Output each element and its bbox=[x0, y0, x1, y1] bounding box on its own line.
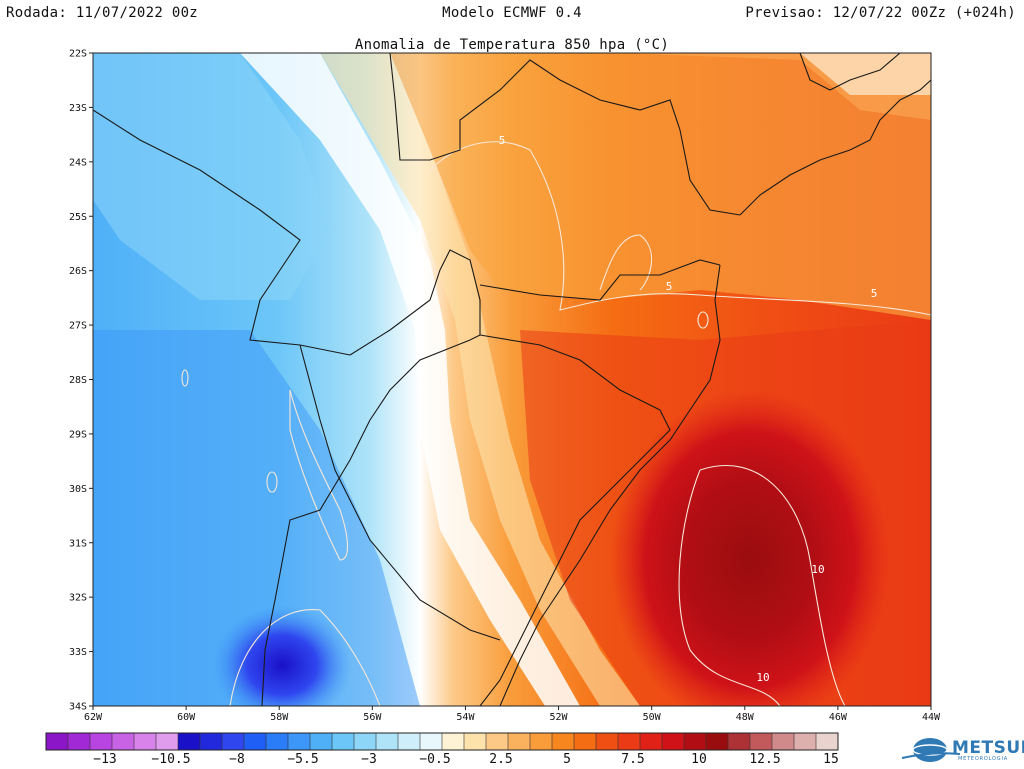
contour-label: 5 bbox=[666, 280, 673, 293]
colorbar-swatch bbox=[310, 733, 333, 750]
contour-labels: 5 5 5 10 10 bbox=[499, 134, 878, 684]
contour-label: 5 bbox=[871, 287, 878, 300]
lon-label: 56W bbox=[363, 712, 382, 723]
colorbar-swatch bbox=[442, 733, 465, 750]
lat-label: 33S bbox=[69, 647, 87, 658]
map-title: Anomalia de Temperatura 850 hpa (°C) bbox=[354, 37, 670, 53]
lat-label: 28S bbox=[69, 375, 87, 386]
colorbar-swatch bbox=[816, 733, 839, 750]
colorbar-swatch bbox=[420, 733, 443, 750]
metsul-globe-icon bbox=[901, 738, 961, 762]
contour-label: 5 bbox=[499, 134, 506, 147]
colorbar-swatch bbox=[178, 733, 201, 750]
colorbar-label: 15 bbox=[823, 752, 839, 767]
colorbar-label: 7.5 bbox=[621, 752, 644, 767]
lat-label: 31S bbox=[69, 538, 87, 549]
lat-label: 34S bbox=[69, 702, 87, 713]
colorbar-swatch bbox=[596, 733, 619, 750]
lat-label: 24S bbox=[69, 157, 87, 168]
colorbar-label: −10.5 bbox=[151, 752, 190, 767]
lat-label: 26S bbox=[69, 266, 87, 277]
colorbar-swatch bbox=[156, 733, 179, 750]
colorbar-labels: −13 −10.5 −8 −5.5 −3 −0.5 2.5 5 7.5 10 12.5 15 bbox=[93, 752, 839, 767]
colorbar-swatch bbox=[90, 733, 113, 750]
colorbar-swatch bbox=[684, 733, 707, 750]
colorbar-label: −0.5 bbox=[419, 752, 450, 767]
lon-label: 50W bbox=[643, 712, 662, 723]
lon-label: 44W bbox=[922, 712, 941, 723]
colorbar-swatch bbox=[134, 733, 157, 750]
colorbar-swatch bbox=[398, 733, 421, 750]
colorbar-swatch bbox=[530, 733, 553, 750]
colorbar-label: −5.5 bbox=[287, 752, 318, 767]
lon-label: 54W bbox=[456, 712, 475, 723]
colorbar-swatch bbox=[706, 733, 729, 750]
colorbar-label: 12.5 bbox=[749, 752, 780, 767]
lon-label: 62W bbox=[84, 712, 103, 723]
lat-label: 30S bbox=[69, 484, 87, 495]
colorbar-label: 10 bbox=[691, 752, 707, 767]
anomaly-field bbox=[93, 53, 931, 706]
lat-label: 32S bbox=[69, 593, 87, 604]
lon-label: 58W bbox=[270, 712, 289, 723]
colorbar-swatch bbox=[112, 733, 135, 750]
colorbar-swatch bbox=[618, 733, 641, 750]
latitude-axis: 22S 23S 24S 25S 26S 27S 28S 29S 30S 31S 32S 33S 34S bbox=[69, 49, 93, 713]
colorbar-swatch bbox=[508, 733, 531, 750]
colorbar-label: −3 bbox=[361, 752, 377, 767]
longitude-axis: 62W 60W 58W 56W 54W 52W 50W 48W 46W 44W bbox=[84, 706, 941, 723]
contour-label: 10 bbox=[811, 563, 824, 576]
lon-label: 46W bbox=[829, 712, 848, 723]
metsul-logo-subtext: METEOROLOGIA bbox=[958, 756, 1008, 762]
forecast-time-label: Previsao: 12/07/22 00Zz (+024h) bbox=[745, 5, 1016, 21]
lat-label: 22S bbox=[69, 49, 87, 60]
colorbar-swatch bbox=[662, 733, 685, 750]
colorbar-swatch bbox=[574, 733, 597, 750]
colorbar-swatch bbox=[772, 733, 795, 750]
colorbar-label: 2.5 bbox=[489, 752, 512, 767]
colorbar-swatch bbox=[332, 733, 355, 750]
boundary-lines bbox=[93, 53, 931, 706]
colorbar-swatch bbox=[244, 733, 267, 750]
colorbar-swatch bbox=[222, 733, 245, 750]
colorbar-label: 5 bbox=[563, 752, 571, 767]
colorbar-swatch bbox=[464, 733, 487, 750]
run-date-label: Rodada: 11/07/2022 00z bbox=[6, 5, 199, 21]
model-label: Modelo ECMWF 0.4 bbox=[442, 5, 582, 21]
colorbar-swatch bbox=[486, 733, 509, 750]
lat-label: 25S bbox=[69, 212, 87, 223]
lon-label: 60W bbox=[177, 712, 196, 723]
colorbar-label: −13 bbox=[93, 752, 116, 767]
colorbar-swatch bbox=[376, 733, 399, 750]
lat-label: 29S bbox=[69, 429, 87, 440]
lon-label: 52W bbox=[550, 712, 569, 723]
colorbar bbox=[45, 732, 839, 751]
colorbar-swatch bbox=[288, 733, 311, 750]
colorbar-label: −8 bbox=[229, 752, 245, 767]
contour-label: 10 bbox=[756, 671, 769, 684]
colorbar-swatch bbox=[266, 733, 289, 750]
colorbar-swatch bbox=[794, 733, 817, 750]
colorbar-swatch bbox=[728, 733, 751, 750]
colorbar-swatch bbox=[200, 733, 223, 750]
contour-lines bbox=[181, 141, 931, 706]
colorbar-swatch bbox=[640, 733, 663, 750]
colorbar-swatch bbox=[354, 733, 377, 750]
metsul-logo-text: METSUL bbox=[952, 738, 1024, 758]
colorbar-swatch bbox=[68, 733, 91, 750]
lat-label: 27S bbox=[69, 321, 87, 332]
colorbar-swatch bbox=[552, 733, 575, 750]
lat-label: 23S bbox=[69, 103, 87, 114]
colorbar-swatch bbox=[46, 733, 69, 750]
lon-label: 48W bbox=[736, 712, 755, 723]
colorbar-swatch bbox=[750, 733, 773, 750]
